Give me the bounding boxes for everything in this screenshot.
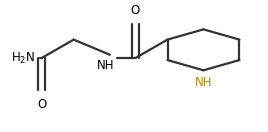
Text: NH: NH (195, 76, 212, 89)
Text: O: O (37, 98, 46, 111)
Text: NH: NH (97, 59, 115, 72)
Text: H$_2$N: H$_2$N (11, 51, 35, 66)
Text: O: O (131, 4, 140, 17)
